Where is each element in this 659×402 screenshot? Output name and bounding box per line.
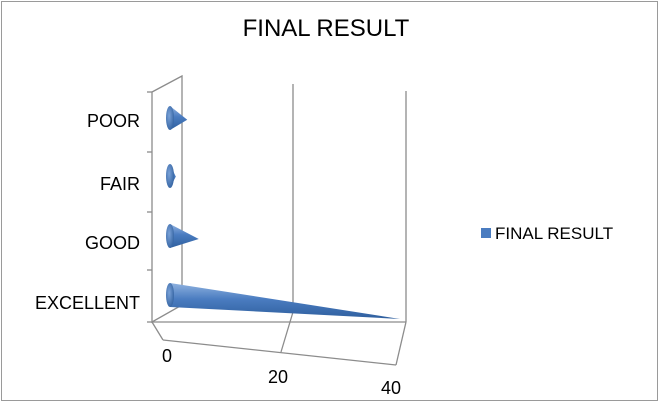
cone-good [170,224,199,248]
category-label-excellent: EXCELLENT [35,293,140,313]
floor-front-edge [162,339,397,366]
x-tick-20: 20 [268,367,288,387]
cone-excellent [170,283,400,319]
series-final-result [166,106,400,319]
cone-base-excellent [166,283,174,307]
floor-gridline-20 [280,311,294,353]
floor-left-edge [151,321,164,341]
category-label-good: GOOD [85,233,140,253]
category-label-fair: FAIR [100,174,140,194]
chart-title: FINAL RESULT [243,15,410,42]
x-tick-0: 0 [162,346,172,366]
cone-base-poor [166,106,174,130]
legend-swatch [481,228,491,238]
cone-poor [170,106,188,130]
cone-base-fair [166,164,174,188]
category-label-poor: POOR [87,111,140,131]
chart-axes [147,74,407,366]
cone-base-good [166,224,174,248]
legend-label: FINAL RESULT [495,224,613,243]
x-tick-40: 40 [381,378,401,398]
legend: FINAL RESULT [481,224,613,243]
floor-right-edge [395,321,407,366]
